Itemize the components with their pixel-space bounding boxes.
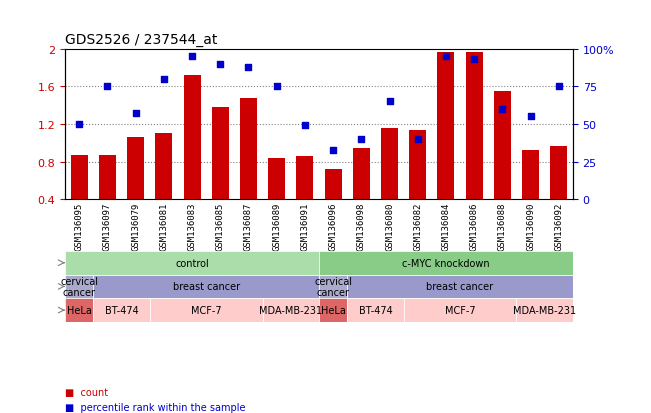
Text: MDA-MB-231: MDA-MB-231 bbox=[513, 305, 576, 315]
Bar bbox=[404, 299, 516, 322]
Bar bbox=[93, 275, 319, 299]
Point bbox=[384, 99, 395, 105]
Bar bbox=[268, 159, 285, 237]
Bar bbox=[319, 275, 347, 299]
Text: HeLa: HeLa bbox=[67, 305, 92, 315]
Text: MCF-7: MCF-7 bbox=[191, 305, 221, 315]
Text: GDS2526 / 237544_at: GDS2526 / 237544_at bbox=[65, 33, 217, 47]
Bar bbox=[156, 134, 173, 237]
Text: HeLa: HeLa bbox=[321, 305, 346, 315]
Bar bbox=[127, 138, 144, 237]
Bar bbox=[325, 170, 342, 237]
Text: GSM136089: GSM136089 bbox=[272, 202, 281, 251]
Text: breast cancer: breast cancer bbox=[173, 282, 240, 292]
Text: GSM136096: GSM136096 bbox=[329, 202, 338, 251]
Point bbox=[525, 114, 536, 121]
Text: GSM136081: GSM136081 bbox=[159, 202, 169, 251]
Bar bbox=[353, 149, 370, 237]
Text: ■  count: ■ count bbox=[65, 387, 108, 397]
Text: cervical
cancer: cervical cancer bbox=[60, 276, 98, 297]
Bar bbox=[212, 108, 229, 237]
Text: GSM136091: GSM136091 bbox=[300, 202, 309, 251]
Bar bbox=[184, 76, 201, 237]
Bar bbox=[522, 151, 539, 237]
Bar bbox=[93, 299, 150, 322]
Text: GSM136079: GSM136079 bbox=[131, 202, 140, 251]
Bar bbox=[494, 92, 511, 237]
Point bbox=[441, 54, 451, 60]
Point bbox=[328, 147, 339, 154]
Text: GSM136098: GSM136098 bbox=[357, 202, 366, 251]
Point bbox=[215, 61, 225, 68]
Point bbox=[243, 64, 254, 71]
Text: cervical
cancer: cervical cancer bbox=[314, 276, 352, 297]
Point bbox=[413, 136, 423, 143]
Bar bbox=[516, 299, 573, 322]
Text: GSM136088: GSM136088 bbox=[498, 202, 507, 251]
Point bbox=[159, 76, 169, 83]
Point bbox=[187, 54, 197, 60]
Point bbox=[130, 111, 141, 117]
Point bbox=[497, 107, 508, 113]
Bar bbox=[150, 299, 262, 322]
Bar bbox=[465, 53, 482, 237]
Text: GSM136080: GSM136080 bbox=[385, 202, 394, 251]
Text: GSM136083: GSM136083 bbox=[187, 202, 197, 251]
Text: GSM136097: GSM136097 bbox=[103, 202, 112, 251]
Text: GSM136085: GSM136085 bbox=[215, 202, 225, 251]
Text: breast cancer: breast cancer bbox=[426, 282, 493, 292]
Point bbox=[469, 57, 479, 63]
Text: ■  percentile rank within the sample: ■ percentile rank within the sample bbox=[65, 402, 245, 412]
Bar bbox=[240, 98, 257, 237]
Bar bbox=[71, 156, 88, 237]
Text: c-MYC knockdown: c-MYC knockdown bbox=[402, 258, 490, 268]
Bar bbox=[319, 252, 573, 275]
Bar bbox=[381, 128, 398, 237]
Text: BT-474: BT-474 bbox=[359, 305, 393, 315]
Bar bbox=[437, 52, 454, 237]
Point bbox=[102, 84, 113, 90]
Text: BT-474: BT-474 bbox=[105, 305, 139, 315]
Bar bbox=[409, 131, 426, 237]
Bar bbox=[65, 299, 93, 322]
Point bbox=[299, 123, 310, 130]
Text: GSM136092: GSM136092 bbox=[554, 202, 563, 251]
Text: control: control bbox=[175, 258, 209, 268]
Bar bbox=[550, 146, 567, 237]
Text: GSM136087: GSM136087 bbox=[244, 202, 253, 251]
Point bbox=[356, 136, 367, 143]
Bar bbox=[262, 299, 319, 322]
Text: MCF-7: MCF-7 bbox=[445, 305, 475, 315]
Text: GSM136082: GSM136082 bbox=[413, 202, 422, 251]
Bar bbox=[65, 275, 93, 299]
Bar bbox=[319, 299, 347, 322]
Bar bbox=[65, 252, 319, 275]
Point bbox=[74, 121, 85, 128]
Text: MDA-MB-231: MDA-MB-231 bbox=[259, 305, 322, 315]
Text: GSM136095: GSM136095 bbox=[75, 202, 84, 251]
Bar bbox=[99, 156, 116, 237]
Point bbox=[553, 84, 564, 90]
Text: GSM136086: GSM136086 bbox=[469, 202, 478, 251]
Text: GSM136084: GSM136084 bbox=[441, 202, 450, 251]
Point bbox=[271, 84, 282, 90]
Text: GSM136090: GSM136090 bbox=[526, 202, 535, 251]
Bar bbox=[296, 157, 313, 237]
Bar bbox=[347, 299, 404, 322]
Bar bbox=[347, 275, 573, 299]
